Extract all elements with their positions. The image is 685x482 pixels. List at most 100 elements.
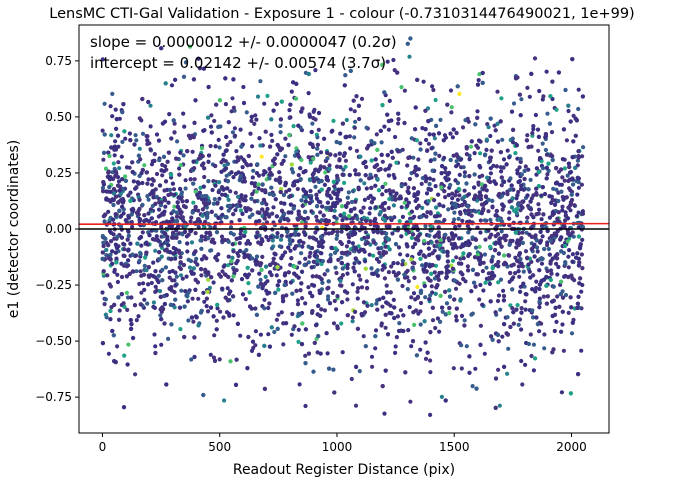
- scatter-point: [159, 342, 164, 347]
- scatter-point: [263, 274, 268, 279]
- scatter-point: [566, 265, 571, 270]
- scatter-point: [160, 173, 165, 178]
- scatter-point: [462, 323, 467, 328]
- scatter-point: [336, 178, 341, 183]
- scatter-point: [534, 190, 539, 196]
- scatter-point: [113, 250, 118, 255]
- scatter-point: [167, 269, 172, 275]
- scatter-point: [544, 152, 550, 157]
- scatter-point: [568, 391, 574, 396]
- scatter-point: [153, 237, 158, 242]
- scatter-point: [552, 312, 558, 317]
- scatter-point: [178, 327, 183, 332]
- scatter-point: [477, 244, 482, 249]
- scatter-point: [164, 219, 170, 224]
- scatter-point: [499, 219, 504, 224]
- scatter-point: [436, 192, 441, 197]
- scatter-point: [488, 217, 493, 222]
- scatter-point: [258, 263, 263, 268]
- scatter-point: [402, 88, 407, 93]
- scatter-point: [398, 308, 403, 313]
- scatter-point: [332, 208, 337, 213]
- scatter-point: [206, 277, 211, 282]
- scatter-point: [185, 299, 190, 304]
- scatter-point: [513, 255, 518, 260]
- scatter-point: [466, 268, 471, 273]
- scatter-point: [291, 180, 296, 185]
- scatter-point: [399, 85, 404, 90]
- scatter-point: [442, 217, 447, 223]
- scatter-point: [163, 204, 168, 209]
- scatter-point: [518, 284, 523, 289]
- scatter-point: [262, 297, 267, 302]
- scatter-point: [274, 214, 279, 219]
- scatter-point: [575, 175, 580, 180]
- scatter-point: [325, 150, 330, 155]
- scatter-point: [281, 321, 286, 326]
- scatter-point: [559, 390, 565, 395]
- scatter-point: [459, 165, 464, 170]
- scatter-point: [428, 358, 433, 363]
- scatter-point: [538, 229, 543, 234]
- scatter-point: [550, 256, 555, 261]
- scatter-point: [396, 117, 401, 122]
- scatter-point: [159, 317, 164, 322]
- scatter-point: [235, 204, 240, 209]
- scatter-point: [428, 370, 433, 375]
- scatter-point: [363, 230, 368, 235]
- scatter-point: [554, 187, 559, 192]
- scatter-point: [144, 250, 149, 255]
- scatter-point: [428, 293, 433, 298]
- scatter-point: [554, 107, 559, 112]
- scatter-point: [212, 333, 217, 338]
- scatter-point: [391, 261, 396, 266]
- scatter-point: [288, 115, 293, 120]
- scatter-point: [488, 299, 493, 304]
- scatter-point: [144, 170, 150, 175]
- scatter-point: [193, 204, 198, 210]
- scatter-point: [427, 278, 432, 283]
- scatter-point: [339, 204, 345, 209]
- scatter-point: [411, 215, 416, 220]
- scatter-point: [363, 159, 368, 164]
- scatter-point: [184, 199, 189, 204]
- scatter-point: [191, 266, 196, 271]
- scatter-point: [540, 185, 545, 190]
- scatter-point: [455, 197, 460, 202]
- scatter-point: [436, 256, 441, 261]
- scatter-point: [287, 132, 292, 138]
- scatter-point: [516, 179, 521, 185]
- scatter-point: [237, 199, 242, 204]
- scatter-point: [112, 302, 117, 307]
- scatter-point: [363, 173, 368, 178]
- scatter-point: [377, 297, 382, 302]
- scatter-point: [204, 230, 209, 235]
- scatter-point: [267, 191, 272, 197]
- scatter-point: [568, 169, 574, 175]
- scatter-point: [136, 212, 141, 217]
- scatter-point: [158, 294, 163, 299]
- scatter-point: [508, 187, 513, 192]
- scatter-point: [411, 310, 416, 315]
- scatter-point: [520, 199, 525, 204]
- scatter-point: [384, 283, 389, 288]
- scatter-point: [270, 238, 275, 243]
- scatter-point: [338, 131, 343, 136]
- scatter-point: [446, 207, 451, 212]
- scatter-point: [493, 248, 498, 253]
- scatter-point: [213, 144, 218, 149]
- scatter-point: [320, 280, 325, 285]
- scatter-point: [137, 116, 142, 121]
- scatter-point: [242, 255, 247, 260]
- scatter-point: [454, 255, 459, 260]
- scatter-point: [556, 198, 561, 204]
- scatter-point: [553, 305, 558, 310]
- scatter-point: [443, 195, 448, 200]
- scatter-point: [180, 215, 185, 220]
- scatter-point: [159, 200, 164, 205]
- scatter-point: [206, 153, 212, 158]
- scatter-point: [473, 284, 478, 289]
- scatter-point: [267, 214, 272, 219]
- scatter-point: [284, 189, 289, 194]
- scatter-point: [162, 230, 167, 235]
